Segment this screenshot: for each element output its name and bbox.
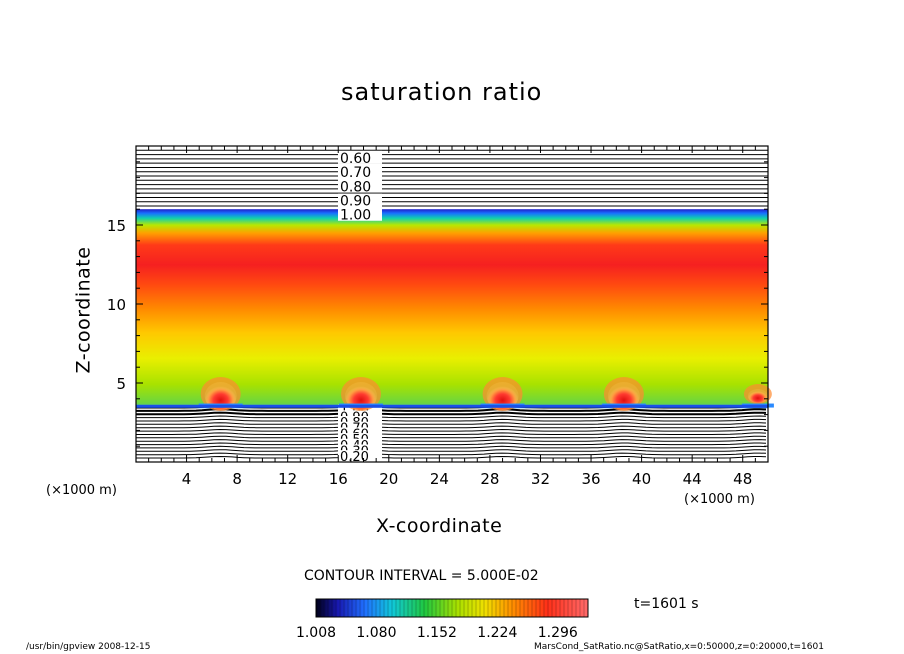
contour-line — [136, 445, 767, 449]
contour-line — [136, 411, 767, 416]
contour-label-bg — [338, 427, 382, 439]
colorbar-tick-label: 1.296 — [538, 625, 578, 641]
colorbar-tick-label: 1.008 — [296, 625, 336, 641]
x-tick-label: 40 — [632, 470, 651, 488]
x-tick-label: 28 — [480, 470, 499, 488]
colorbar-tick-label: 1.224 — [477, 625, 517, 641]
y-axis-unit: (×1000 m) — [46, 483, 117, 498]
x-tick-label: 36 — [581, 470, 600, 488]
contour-line — [136, 455, 767, 459]
contour-label-bg — [338, 416, 382, 428]
cloud-cell — [486, 382, 519, 411]
contour-label-bg — [338, 438, 382, 450]
contour-label-bg — [338, 193, 382, 207]
contour-lines-layer: 0.600.700.800.901.001.000.900.800.700.60… — [136, 145, 768, 465]
contour-line — [136, 428, 767, 432]
colorbar-tick-label: 1.152 — [417, 625, 457, 641]
chart-title: saturation ratio — [341, 78, 543, 106]
colorbar-tick-label: 1.080 — [356, 625, 396, 641]
contour-label-bg — [338, 433, 382, 445]
contour-line — [136, 415, 767, 419]
contour-line — [136, 439, 767, 442]
cloud-cell — [204, 382, 237, 411]
contour-line — [136, 418, 767, 422]
x-tick-label: 4 — [182, 470, 192, 488]
contour-line — [136, 449, 767, 452]
cloud-cell — [607, 382, 640, 411]
contour-line — [136, 452, 767, 456]
cloud-cell — [344, 382, 377, 411]
colored-field — [136, 209, 768, 409]
contour-line — [136, 432, 767, 435]
contour-label: 0.20 — [340, 450, 369, 465]
x-tick-label: 12 — [278, 470, 297, 488]
y-axis-label: Z-coordinate — [72, 246, 95, 374]
contour-label-bg — [338, 179, 382, 193]
contour-label-bg — [338, 410, 382, 422]
contour-label: 0.90 — [340, 194, 371, 210]
x-tick-label: 48 — [733, 470, 752, 488]
x-tick-label: 24 — [430, 470, 449, 488]
contour-line — [136, 442, 767, 446]
footer-left: /usr/bin/gpview 2008-12-15 — [26, 642, 151, 652]
y-tick-label: 10 — [107, 296, 126, 314]
x-tick-label: 32 — [531, 470, 550, 488]
footer-right: MarsCond_SatRatio.nc@SatRatio,x=0:50000,… — [534, 642, 824, 652]
colorbar-layer: 1.008 1.080 1.152 1.224 1.296 — [296, 598, 589, 641]
background-layer — [136, 209, 768, 409]
condensation-boundary — [136, 404, 768, 408]
contour-label-bg — [338, 207, 382, 221]
contour-line — [136, 422, 767, 425]
x-tick-label: 16 — [329, 470, 348, 488]
contour-line — [136, 425, 767, 429]
cloud-cells-layer — [136, 377, 774, 412]
x-tick-label: 20 — [379, 470, 398, 488]
contour-label: 0.60 — [340, 151, 371, 167]
time-label: t=1601 s — [634, 596, 699, 612]
contour-interval-label: CONTOUR INTERVAL = 5.000E-02 — [304, 568, 539, 584]
contour-label-bg — [338, 444, 382, 456]
x-tick-label: 44 — [683, 470, 702, 488]
contour-label: 0.70 — [340, 165, 371, 181]
y-tick-label: 15 — [107, 217, 126, 235]
contour-label: 0.80 — [340, 179, 371, 195]
colorbar-frame — [315, 598, 589, 618]
contour-label: 1.00 — [340, 208, 371, 224]
colorbar — [316, 599, 588, 617]
x-axis-unit: (×1000 m) — [684, 492, 755, 507]
y-tick-label: 5 — [116, 375, 126, 393]
x-axis-label: X-coordinate — [376, 515, 503, 537]
contour-line — [136, 408, 767, 412]
contour-label-bg — [338, 450, 382, 462]
contour-label-bg — [338, 150, 382, 164]
x-tick-label: 8 — [232, 470, 242, 488]
contour-line — [136, 435, 767, 439]
contour-label-bg — [338, 165, 382, 179]
contour-label-bg — [338, 421, 382, 433]
cloud-cell — [747, 389, 768, 404]
